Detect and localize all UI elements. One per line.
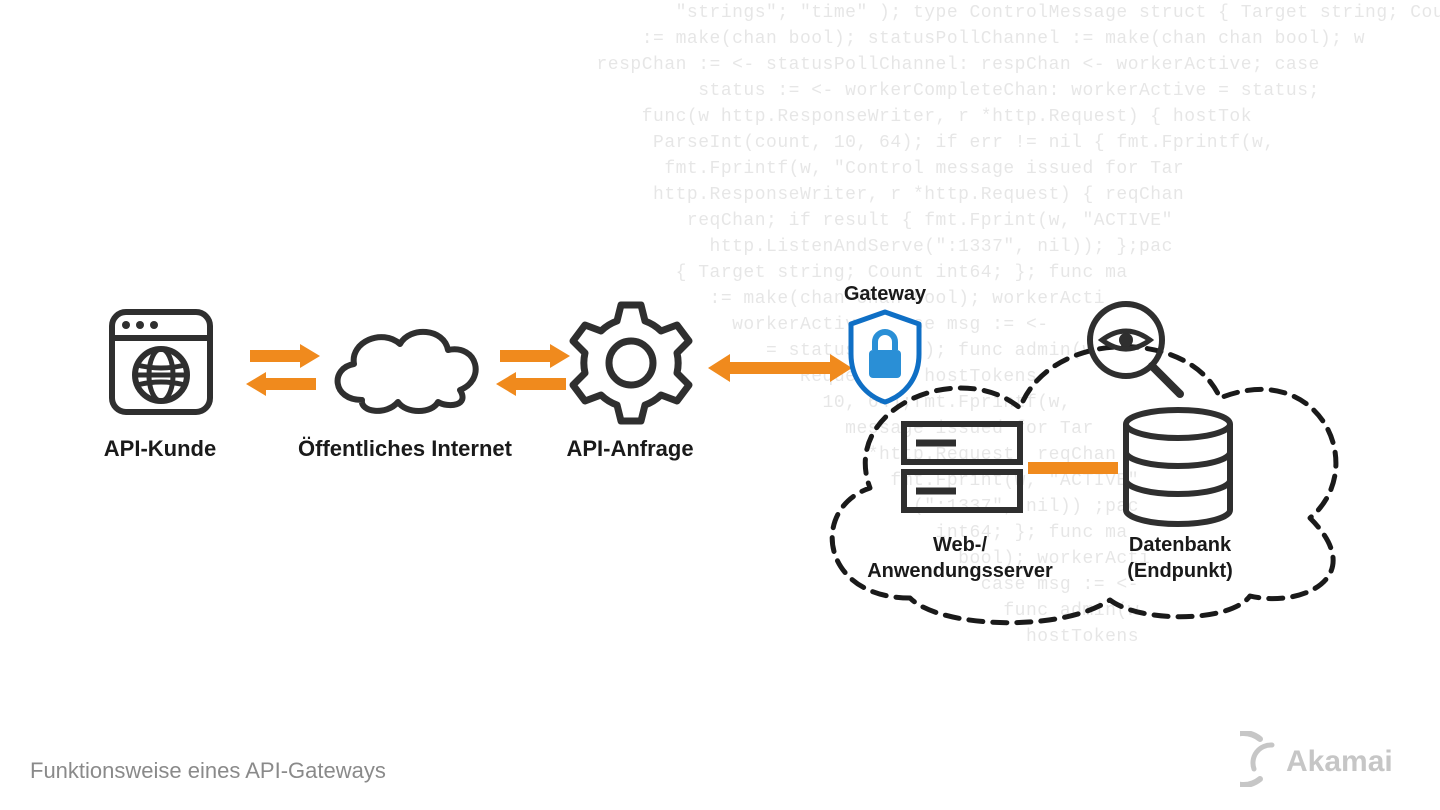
request-icon — [566, 298, 696, 428]
server-icon — [898, 418, 1026, 518]
internet-label: Öffentliches Internet — [280, 436, 530, 462]
gateway-icon — [845, 308, 925, 406]
gateway-label: Gateway — [835, 283, 935, 306]
arrow-internet-request — [494, 338, 572, 402]
arrow-client-internet — [244, 338, 322, 402]
connector-server-db — [1028, 460, 1118, 476]
request-label: API-Anfrage — [550, 436, 710, 462]
monitor-icon — [1082, 296, 1188, 402]
database-label: Datenbank (Endpunkt) — [1090, 532, 1270, 584]
client-label: API-Kunde — [80, 436, 240, 462]
client-icon — [108, 308, 214, 418]
diagram-caption: Funktionsweise eines API-Gateways — [30, 758, 386, 784]
internet-icon — [320, 320, 490, 420]
akamai-logo: Akamai — [1240, 731, 1410, 792]
server-label: Web-/ Anwendungsserver — [850, 532, 1070, 584]
svg-text:Akamai: Akamai — [1286, 745, 1393, 778]
diagram-stage: "strings"; "time" ); type ControlMessage… — [0, 0, 1440, 810]
database-icon — [1118, 406, 1238, 528]
